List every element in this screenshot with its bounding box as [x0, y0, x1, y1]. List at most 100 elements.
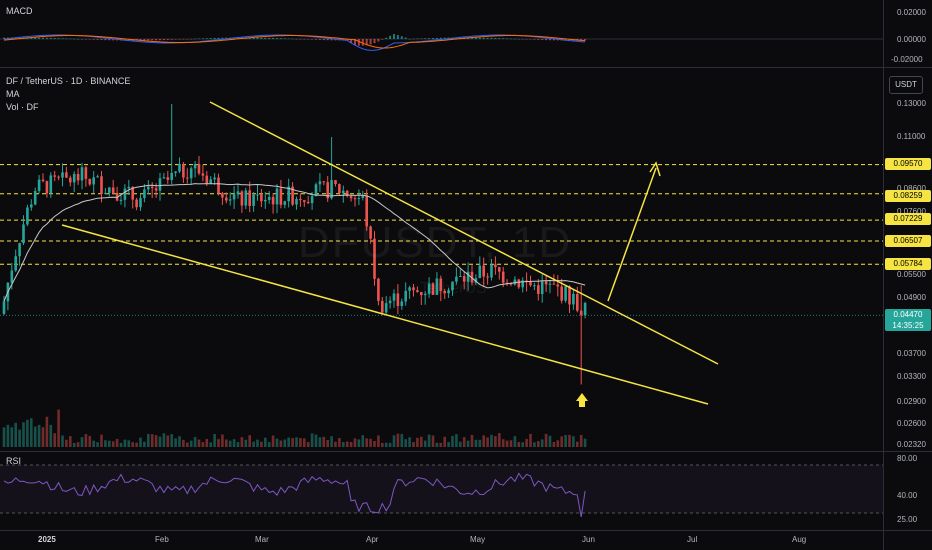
volume-bar [170, 434, 173, 447]
rsi-y-tick: 40.00 [897, 491, 918, 500]
macd-histogram-bar [315, 39, 317, 40]
volume-bar [377, 435, 380, 447]
candle-body [431, 283, 435, 295]
volume-bar [162, 433, 166, 447]
volume-bar [392, 435, 396, 447]
candle-body [498, 267, 501, 272]
volume-bar [353, 438, 357, 447]
candle-body [283, 201, 287, 205]
volume-bar [26, 419, 29, 447]
candle-body [462, 276, 466, 282]
candle-body [45, 181, 49, 194]
macd-y-tick: -0.02000 [891, 55, 923, 64]
macd-histogram-bar [209, 38, 212, 39]
volume-bar [182, 439, 185, 447]
volume-indicator-label[interactable]: Vol · DF [6, 102, 39, 112]
volume-bar [338, 438, 341, 447]
moving-average-line [3, 183, 586, 302]
level-badge[interactable]: 0.07229 [885, 213, 931, 225]
volume-bar [381, 442, 384, 447]
candle-body [22, 224, 25, 244]
volume-bar [2, 427, 6, 447]
candle-body [334, 180, 337, 185]
volume-bar [193, 437, 197, 447]
macd-histogram-bar [420, 38, 423, 39]
macd-histogram-bar [14, 37, 17, 39]
x-tick: Jun [582, 535, 595, 544]
macd-histogram-bar [428, 38, 431, 39]
candle-body [408, 287, 411, 291]
volume-bar [209, 442, 212, 447]
candle-body [18, 243, 21, 257]
candle-body [2, 301, 6, 314]
macd-histogram-bar [443, 37, 446, 39]
x-tick: Jul [687, 535, 698, 544]
volume-bar [111, 441, 115, 447]
volume-bar [455, 434, 458, 447]
candle-body [170, 172, 173, 180]
ma-indicator-label[interactable]: MA [6, 89, 20, 99]
level-badge[interactable]: 0.09570 [885, 158, 931, 170]
macd-histogram-bar [346, 39, 349, 41]
currency-unit-button[interactable]: USDT [889, 76, 923, 94]
candle-body [572, 293, 575, 305]
volume-bar [509, 440, 513, 447]
macd-histogram-bar [350, 39, 353, 44]
volume-bar [427, 434, 431, 447]
candle-body [412, 287, 415, 291]
macd-histogram-bar [205, 38, 208, 39]
volume-bar [240, 437, 244, 447]
macd-histogram-bar [108, 39, 111, 41]
candle-body [478, 265, 482, 279]
volume-bar [49, 424, 53, 447]
macd-histogram-bar [279, 38, 282, 39]
macd-histogram-bar [471, 37, 473, 39]
level-badge[interactable]: 0.06507 [885, 235, 931, 247]
volume-bar [123, 439, 127, 447]
macd-y-tick: 0.00000 [897, 35, 926, 44]
macd-histogram-bar [396, 35, 399, 39]
candle-body [84, 167, 88, 179]
macd-histogram-bar [373, 39, 376, 44]
volume-bar [498, 433, 501, 447]
volume-bar [404, 439, 407, 447]
volume-bar [525, 438, 528, 447]
volume-bar [501, 439, 505, 447]
macd-histogram-bar [61, 38, 64, 39]
macd-histogram-bar [549, 39, 551, 41]
candle-body [540, 281, 544, 294]
price-axis[interactable] [883, 0, 932, 550]
macd-histogram-bar [521, 39, 524, 40]
macd-histogram-bar [334, 39, 337, 41]
candle-body [189, 168, 193, 179]
volume-bar [384, 442, 388, 447]
candle-body [248, 190, 251, 206]
candle-body [76, 173, 80, 181]
level-badge[interactable]: 0.05784 [885, 258, 931, 270]
level-badge[interactable]: 0.08259 [885, 190, 931, 202]
candle-body [37, 179, 41, 192]
macd-histogram-bar [84, 39, 87, 40]
candle-body [279, 188, 283, 205]
volume-bar [470, 435, 474, 447]
price-y-tick: 0.13000 [897, 99, 926, 108]
volume-bar [178, 436, 181, 447]
last-price-badge[interactable]: 0.04470 14:35:25 [885, 309, 931, 331]
volume-bar [552, 442, 556, 447]
volume-bar [221, 434, 224, 447]
macd-histogram-bar [322, 39, 325, 41]
main-pane-title[interactable]: DF / TetherUS · 1D · BINANCE [6, 76, 131, 86]
macd-histogram-bar [354, 39, 356, 46]
volume-bar [275, 438, 279, 447]
macd-histogram-bar [104, 39, 107, 41]
price-y-tick: 0.05500 [897, 270, 926, 279]
macd-histogram-bar [276, 38, 278, 39]
macd-histogram-bar [96, 39, 99, 40]
macd-line [3, 34, 586, 51]
volume-bar [135, 442, 138, 447]
x-tick: 2025 [38, 535, 56, 544]
candle-body [92, 177, 95, 185]
volume-bar [420, 436, 423, 447]
price-y-tick: 0.11000 [897, 132, 926, 141]
candle-body [104, 192, 107, 194]
